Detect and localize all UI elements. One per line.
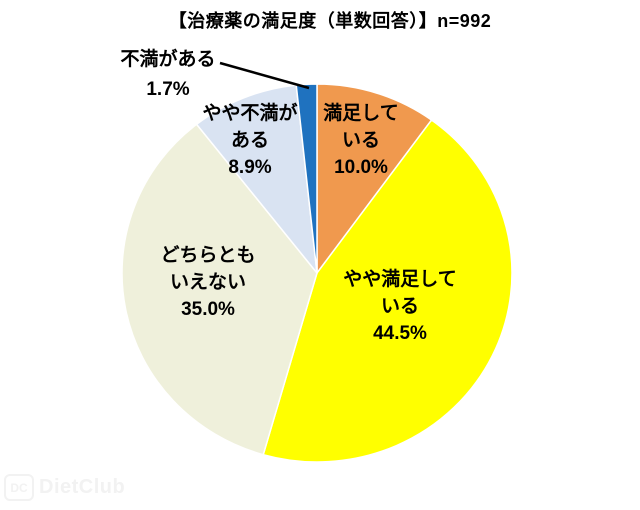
slice-label-line: 不満がある (120, 49, 216, 70)
chart-title: 【治療薬の満足度（単数回答）】n=992 (168, 11, 492, 31)
slice-label-dissatisfied: 不満がある 1.7% (98, 45, 238, 105)
slice-label-somewhat-dissatisfied: やや不満が ある 8.9% (185, 100, 315, 181)
slice-label-line: やや満足して (343, 269, 457, 290)
slice-label-satisfied: 満足して いる 10.0% (296, 100, 426, 181)
slice-value: 44.5% (373, 323, 427, 344)
pie-slice-1 (262, 119, 513, 463)
slice-value: 10.0% (334, 157, 388, 178)
slice-label-line: ある (230, 130, 269, 151)
slice-label-line: どちらとも (160, 245, 256, 266)
watermark-badge-icon: DC (4, 474, 34, 501)
slice-label-line: やや不満が (202, 103, 298, 124)
watermark-text: DietClub (39, 476, 126, 498)
slice-value: 1.7% (146, 79, 190, 100)
slice-value: 8.9% (228, 157, 272, 178)
slice-label-line: 満足して (323, 103, 399, 124)
pie-slice-3 (195, 84, 318, 274)
leader-line-dissatisfied (219, 61, 310, 90)
slice-label-somewhat-satisfied: やや満足して いる 44.5% (325, 266, 475, 347)
slice-label-line: いる (341, 130, 380, 151)
slice-value: 35.0% (181, 299, 235, 320)
pie-slice-2 (121, 123, 318, 456)
slice-label-line: いる (380, 296, 419, 317)
watermark: DC DietClub (4, 474, 125, 501)
slice-label-line: いえない (169, 272, 246, 293)
pie-slice-0 (316, 83, 433, 274)
slice-label-neutral: どちらとも いえない 35.0% (143, 242, 273, 323)
